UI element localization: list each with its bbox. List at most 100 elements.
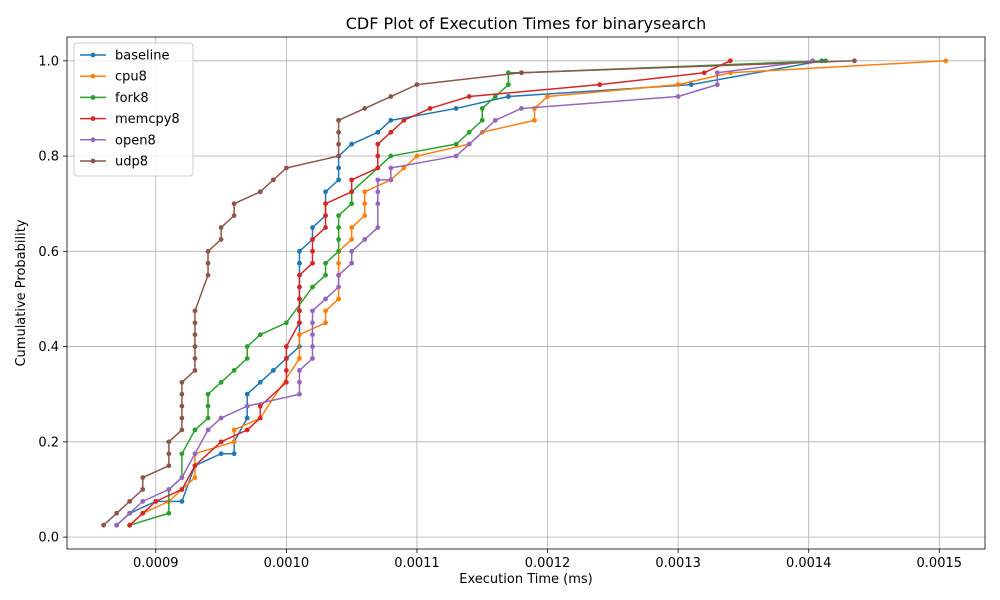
y-tick-label: 0.0: [38, 531, 59, 546]
data-point: [519, 70, 524, 76]
data-point: [388, 117, 394, 123]
data-point: [140, 487, 146, 492]
data-point: [283, 344, 289, 349]
legend-label: cpu8: [115, 70, 147, 85]
series-line-memcpy8: [129, 60, 731, 526]
data-point: [336, 117, 342, 123]
legend-label: udp8: [115, 155, 148, 170]
data-point: [192, 475, 198, 480]
y-tick-label: 1.0: [38, 54, 59, 69]
legend-item-baseline: baseline: [80, 49, 169, 64]
data-point: [492, 94, 498, 99]
data-point: [244, 403, 250, 409]
data-point: [283, 165, 289, 171]
data-point: [310, 248, 315, 254]
data-point: [323, 308, 328, 314]
data-point: [336, 237, 342, 242]
data-point: [297, 284, 302, 290]
data-point: [140, 498, 146, 504]
legend-label: fork8: [115, 91, 149, 106]
data-point: [218, 451, 224, 457]
data-point: [192, 344, 198, 349]
data-point: [336, 272, 342, 278]
legend-item-cpu8: cpu8: [80, 70, 147, 85]
data-point: [218, 439, 224, 445]
data-point: [140, 475, 146, 480]
data-point: [297, 248, 302, 254]
data-point: [192, 427, 198, 433]
data-point: [101, 522, 106, 528]
data-point: [179, 451, 185, 457]
data-point: [205, 272, 211, 278]
x-tick-label: 0.0010: [264, 556, 310, 571]
x-tick-label: 0.0015: [917, 556, 963, 571]
data-point: [375, 225, 381, 230]
data-point: [362, 213, 368, 219]
data-point: [414, 153, 420, 159]
data-point: [375, 129, 381, 135]
x-tick-label: 0.0011: [394, 556, 440, 571]
data-point: [545, 94, 550, 99]
data-point: [244, 391, 250, 397]
legend: baseline cpu8 fork8 memcpy8 open8 udp8: [73, 42, 194, 177]
data-point: [179, 403, 185, 409]
data-point: [701, 70, 707, 76]
data-point: [179, 427, 185, 433]
data-point: [310, 356, 315, 361]
data-point: [349, 201, 355, 207]
data-point: [297, 260, 302, 266]
data-point: [140, 510, 146, 516]
data-point: [205, 248, 211, 254]
data-point: [270, 368, 276, 373]
series-memcpy8: [127, 58, 733, 528]
data-point: [310, 344, 315, 349]
data-point: [179, 391, 185, 397]
data-point: [127, 510, 133, 516]
series-layer: [101, 58, 949, 528]
data-point: [323, 260, 328, 266]
data-point: [505, 82, 511, 88]
data-point: [244, 415, 250, 421]
data-point: [231, 213, 237, 219]
data-point: [283, 379, 289, 385]
data-point: [310, 260, 315, 266]
data-point: [375, 189, 381, 195]
data-point: [310, 284, 315, 290]
x-axis-label: Execution Time (ms): [459, 572, 592, 587]
x-tick-label: 0.0009: [133, 556, 179, 571]
plot-frame: [66, 36, 986, 550]
data-point: [453, 153, 459, 159]
data-point: [270, 177, 276, 183]
data-point: [349, 260, 355, 266]
legend-swatch-marker: [90, 95, 96, 100]
data-point: [479, 106, 485, 111]
data-point: [192, 332, 198, 338]
data-point: [336, 248, 342, 254]
chart-title: CDF Plot of Execution Times for binaryse…: [346, 14, 707, 33]
data-point: [362, 237, 368, 242]
data-point: [166, 439, 172, 445]
data-point: [310, 308, 315, 314]
data-point: [375, 153, 381, 159]
data-point: [283, 320, 289, 326]
data-point: [388, 94, 394, 99]
data-point: [714, 70, 720, 76]
data-point: [323, 296, 328, 302]
data-point: [297, 272, 302, 278]
data-point: [323, 189, 328, 195]
data-point: [166, 510, 172, 516]
data-point: [127, 522, 133, 528]
data-point: [852, 58, 857, 64]
data-point: [166, 487, 172, 492]
data-point: [244, 356, 250, 361]
data-point: [597, 82, 603, 88]
data-point: [114, 522, 120, 528]
data-point: [297, 308, 302, 314]
data-point: [192, 308, 198, 314]
data-point: [323, 213, 328, 219]
data-point: [323, 201, 328, 207]
data-point: [192, 356, 198, 361]
data-point: [388, 177, 394, 183]
data-point: [231, 201, 237, 207]
x-tick-label: 0.0013: [655, 556, 701, 571]
